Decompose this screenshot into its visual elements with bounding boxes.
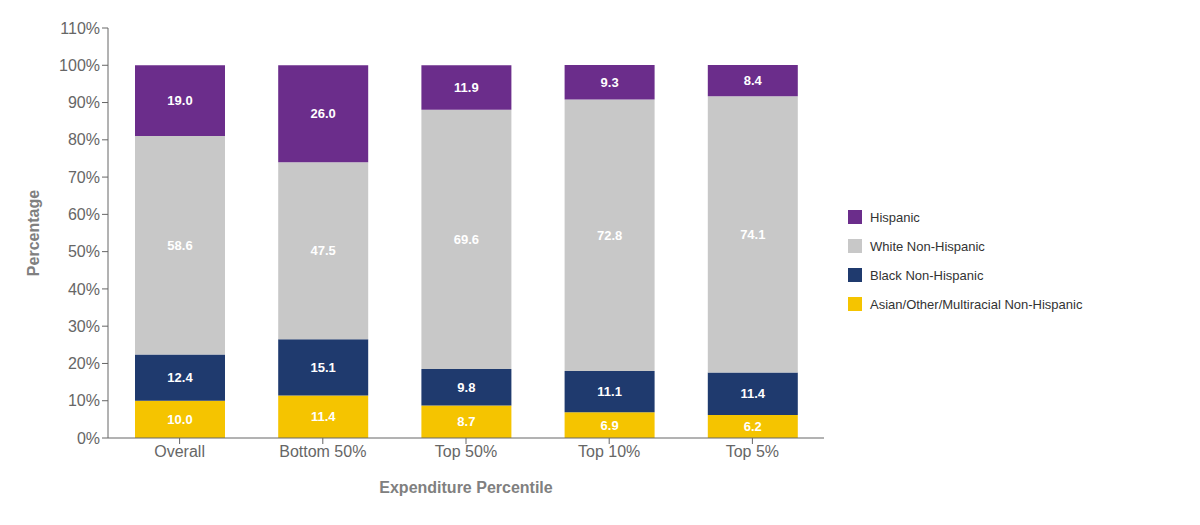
- html-text:Asian/Other/Multiracial Non-Hi: Asian/Other/Multiracial Non-Hispanic: [870, 296, 1083, 312]
- svg-text:Bottom 50%: Bottom 50%: [279, 443, 366, 460]
- svg-text:9.8: 9.8: [457, 380, 475, 395]
- svg-text:110%: 110%: [60, 20, 100, 37]
- svg-text:Expenditure Percentile: Expenditure Percentile: [379, 479, 552, 496]
- svg-text:26.0: 26.0: [311, 106, 336, 121]
- svg-text:8.4: 8.4: [744, 73, 763, 88]
- svg-text:58.6: 58.6: [167, 238, 192, 253]
- svg-text:Top 5%: Top 5%: [726, 443, 779, 460]
- svg-text:47.5: 47.5: [311, 243, 336, 258]
- svg-text:20%: 20%: [68, 355, 100, 372]
- svg-text:60%: 60%: [68, 206, 100, 223]
- svg-text:10%: 10%: [68, 392, 100, 409]
- svg-text:40%: 40%: [68, 281, 100, 298]
- svg-text:9.3: 9.3: [601, 75, 619, 90]
- svg-text:100%: 100%: [59, 57, 100, 74]
- svg-text:70%: 70%: [68, 169, 100, 186]
- html-text:Black Non-Hispanic: Black Non-Hispanic: [870, 267, 984, 283]
- html-text:White Non-Hispanic: White Non-Hispanic: [870, 238, 985, 254]
- svg-text:15.1: 15.1: [311, 360, 336, 375]
- svg-text:19.0: 19.0: [167, 93, 192, 108]
- svg-text:11.9: 11.9: [454, 80, 479, 95]
- svg-text:Top 10%: Top 10%: [578, 443, 640, 460]
- svg-text:10.0: 10.0: [167, 412, 192, 427]
- svg-text:69.6: 69.6: [454, 232, 479, 247]
- svg-text:50%: 50%: [68, 243, 100, 260]
- html-text:Hispanic: Hispanic: [870, 209, 920, 225]
- svg-text:30%: 30%: [68, 318, 100, 335]
- svg-text:0%: 0%: [77, 430, 100, 447]
- svg-text:11.1: 11.1: [597, 384, 622, 399]
- svg-text:8.7: 8.7: [457, 414, 475, 429]
- svg-text:11.4: 11.4: [311, 409, 336, 424]
- svg-text:72.8: 72.8: [597, 228, 622, 243]
- svg-text:90%: 90%: [68, 94, 100, 111]
- svg-text:74.1: 74.1: [740, 227, 765, 242]
- svg-text:6.2: 6.2: [744, 419, 762, 434]
- svg-text:Percentage: Percentage: [25, 190, 42, 276]
- svg-text:11.4: 11.4: [741, 386, 766, 401]
- svg-text:12.4: 12.4: [167, 370, 193, 385]
- svg-text:80%: 80%: [68, 131, 100, 148]
- svg-text:6.9: 6.9: [601, 418, 619, 433]
- svg-text:Overall: Overall: [154, 443, 205, 460]
- svg-text:Top 50%: Top 50%: [435, 443, 497, 460]
